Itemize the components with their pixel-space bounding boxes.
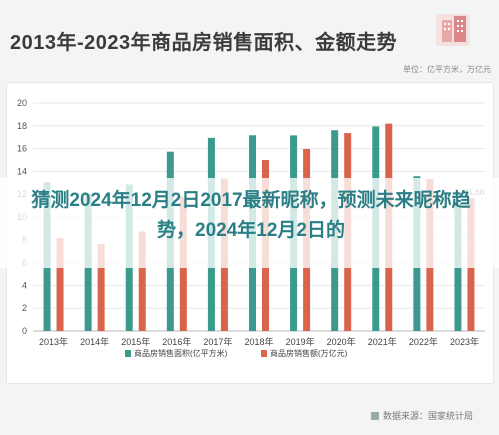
y-tick-label: 4 [22,280,27,290]
legend-label: 商品房销售额(万亿元) [270,348,348,358]
y-tick-label: 2 [22,303,27,313]
x-tick-label: 2019年 [286,336,315,347]
source-note: 数据来源：国家统计局 [370,409,473,422]
legend-swatch-area [125,350,131,357]
bar-amount [56,238,64,331]
y-tick-label: 16 [17,144,27,154]
x-tick-label: 2023年 [450,336,479,347]
y-tick-label: 20 [17,98,27,108]
headline-text: 猜测2024年12月2日2017最新昵称，预测未来昵称趋势，2024年12月2日… [31,190,471,241]
headline-overlay [0,178,499,268]
x-tick-label: 2016年 [162,336,191,347]
x-tick-label: 2013年 [39,336,68,347]
bar-amount [97,244,105,331]
legend-label: 商品房销售面积(亿平方米) [134,348,228,358]
x-tick-label: 2020年 [327,336,356,347]
x-tick-label: 2014年 [80,336,109,347]
x-tick-label: 2018年 [244,336,273,347]
y-tick-label: 0 [22,326,27,336]
building-icon [436,14,470,46]
bar-amount [138,231,146,331]
x-tick-label: 2022年 [409,336,438,347]
y-tick-label: 18 [17,121,27,131]
y-tick-label: 14 [17,166,27,176]
source-label: 数据来源：国家统计局 [382,411,473,421]
x-tick-label: 2021年 [368,336,397,347]
x-tick-label: 2015年 [121,336,150,347]
x-tick-label: 2017年 [203,336,232,347]
chart-title: 2013年-2023年商品房销售面积、金额走势 [10,32,398,54]
unit-label: 单位：亿平方米，万亿元 [403,65,491,74]
legend-swatch-amount [261,350,267,357]
chart-icon [370,412,379,420]
